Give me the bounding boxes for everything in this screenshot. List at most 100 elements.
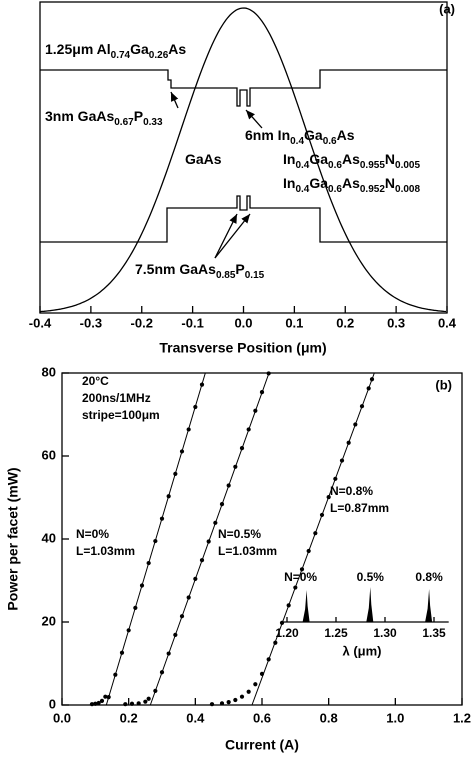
arrow: [214, 213, 251, 259]
data-point: [266, 657, 271, 662]
text-part: P: [235, 261, 244, 277]
data-point: [209, 702, 215, 707]
text-part: In: [283, 175, 295, 191]
data-point: [166, 651, 171, 656]
data-point: [159, 516, 165, 521]
data-point: [153, 688, 158, 693]
data-point: [139, 583, 145, 588]
data-point: [333, 476, 338, 481]
annotation: 3nm GaAs0.67P0.33: [45, 108, 163, 128]
x-tick-label: 0.6: [253, 710, 271, 725]
subscript: 0.955: [360, 160, 385, 171]
text-part: As: [168, 41, 186, 57]
subscript: 0.26: [149, 50, 169, 61]
text-part: Ga: [304, 127, 323, 143]
data-point: [253, 682, 258, 687]
peak-label: N=0%: [284, 570, 317, 584]
data-point: [159, 670, 165, 675]
subscript: 0.005: [395, 160, 420, 171]
text-part: P: [134, 108, 143, 124]
note: stripe=100μm: [82, 408, 160, 422]
data-point: [306, 548, 311, 554]
data-point: [233, 464, 238, 469]
y-tick-label: 40: [42, 530, 56, 545]
spectrum-peak: [425, 589, 433, 622]
subscript: 0.33: [143, 117, 163, 128]
x-tick-label: 0.2: [120, 710, 138, 725]
data-point: [206, 539, 211, 544]
inset-tick-label: 1.25: [324, 626, 348, 640]
x-tick-label: 0.0: [53, 710, 71, 725]
text-part: 1.25μm Al: [45, 41, 111, 57]
note: 200ns/1MHz: [82, 391, 151, 405]
x-tick-label: 0.2: [336, 315, 354, 330]
conduction-band: [40, 69, 447, 107]
data-point: [246, 427, 251, 432]
x-tick-label: 0.1: [285, 315, 303, 330]
text-part: Ga: [309, 175, 328, 191]
arrow: [170, 91, 179, 109]
y-tick-label: 0: [49, 696, 56, 711]
x-tick-label: 0.0: [234, 315, 252, 330]
data-point: [199, 558, 205, 563]
data-point: [106, 695, 111, 700]
x-tick-label: -0.3: [80, 315, 102, 330]
data-point: [266, 371, 271, 376]
data-point: [99, 698, 105, 703]
data-point: [359, 404, 365, 409]
subscript: 0.4: [290, 136, 304, 147]
data-point: [136, 701, 141, 706]
data-point: [339, 458, 345, 463]
text-part: GaAs: [185, 151, 222, 167]
data-point: [133, 605, 138, 610]
data-point: [239, 446, 245, 451]
data-point: [173, 471, 178, 476]
arrow: [245, 109, 263, 129]
subscript: 0.4: [295, 184, 309, 195]
data-point: [233, 697, 238, 703]
series-label: L=1.03mm: [218, 544, 277, 558]
data-point: [103, 694, 108, 699]
series-label: N=0.8%: [330, 484, 373, 498]
subscript: 0.6: [323, 136, 337, 147]
text-part: N: [385, 175, 395, 191]
x-axis-label: Current (A): [225, 737, 299, 753]
x-tick-label: 0.4: [186, 710, 205, 725]
data-point: [186, 427, 191, 432]
data-point: [346, 440, 351, 445]
note: 20°C: [82, 374, 109, 388]
x-tick-label: -0.4: [29, 315, 52, 330]
data-point: [286, 603, 291, 608]
data-point: [239, 694, 245, 699]
subscript: 0.6: [328, 184, 342, 195]
annotation: 1.25μm Al0.74Ga0.26As: [45, 41, 186, 61]
data-point: [123, 702, 128, 707]
data-point: [259, 671, 265, 676]
text-part: As: [337, 127, 355, 143]
x-tick-label: 0.8: [320, 710, 338, 725]
data-point: [273, 640, 278, 645]
text-part: 7.5nm GaAs: [135, 261, 216, 277]
y-tick-label: 20: [42, 613, 56, 628]
subscript: 0.15: [245, 270, 265, 281]
data-point: [193, 576, 198, 581]
data-point: [253, 408, 258, 413]
data-point: [153, 538, 158, 544]
series-label: L=1.03mm: [76, 544, 135, 558]
data-point: [193, 404, 198, 410]
mode-profile: [39, 7, 447, 313]
x-tick-label: 0.4: [438, 315, 457, 330]
arrow: [214, 213, 238, 259]
x-tick-label: -0.1: [181, 315, 203, 330]
text-part: N: [385, 151, 395, 167]
text-part: Ga: [309, 151, 328, 167]
x-tick-label: 1.0: [386, 710, 404, 725]
data-point: [89, 702, 95, 707]
text-part: Ga: [130, 41, 149, 57]
text-part: As: [342, 151, 360, 167]
data-point: [293, 585, 298, 590]
data-point: [173, 632, 178, 637]
data-point: [219, 701, 225, 706]
annotation: 7.5nm GaAs0.85P0.15: [135, 261, 265, 281]
